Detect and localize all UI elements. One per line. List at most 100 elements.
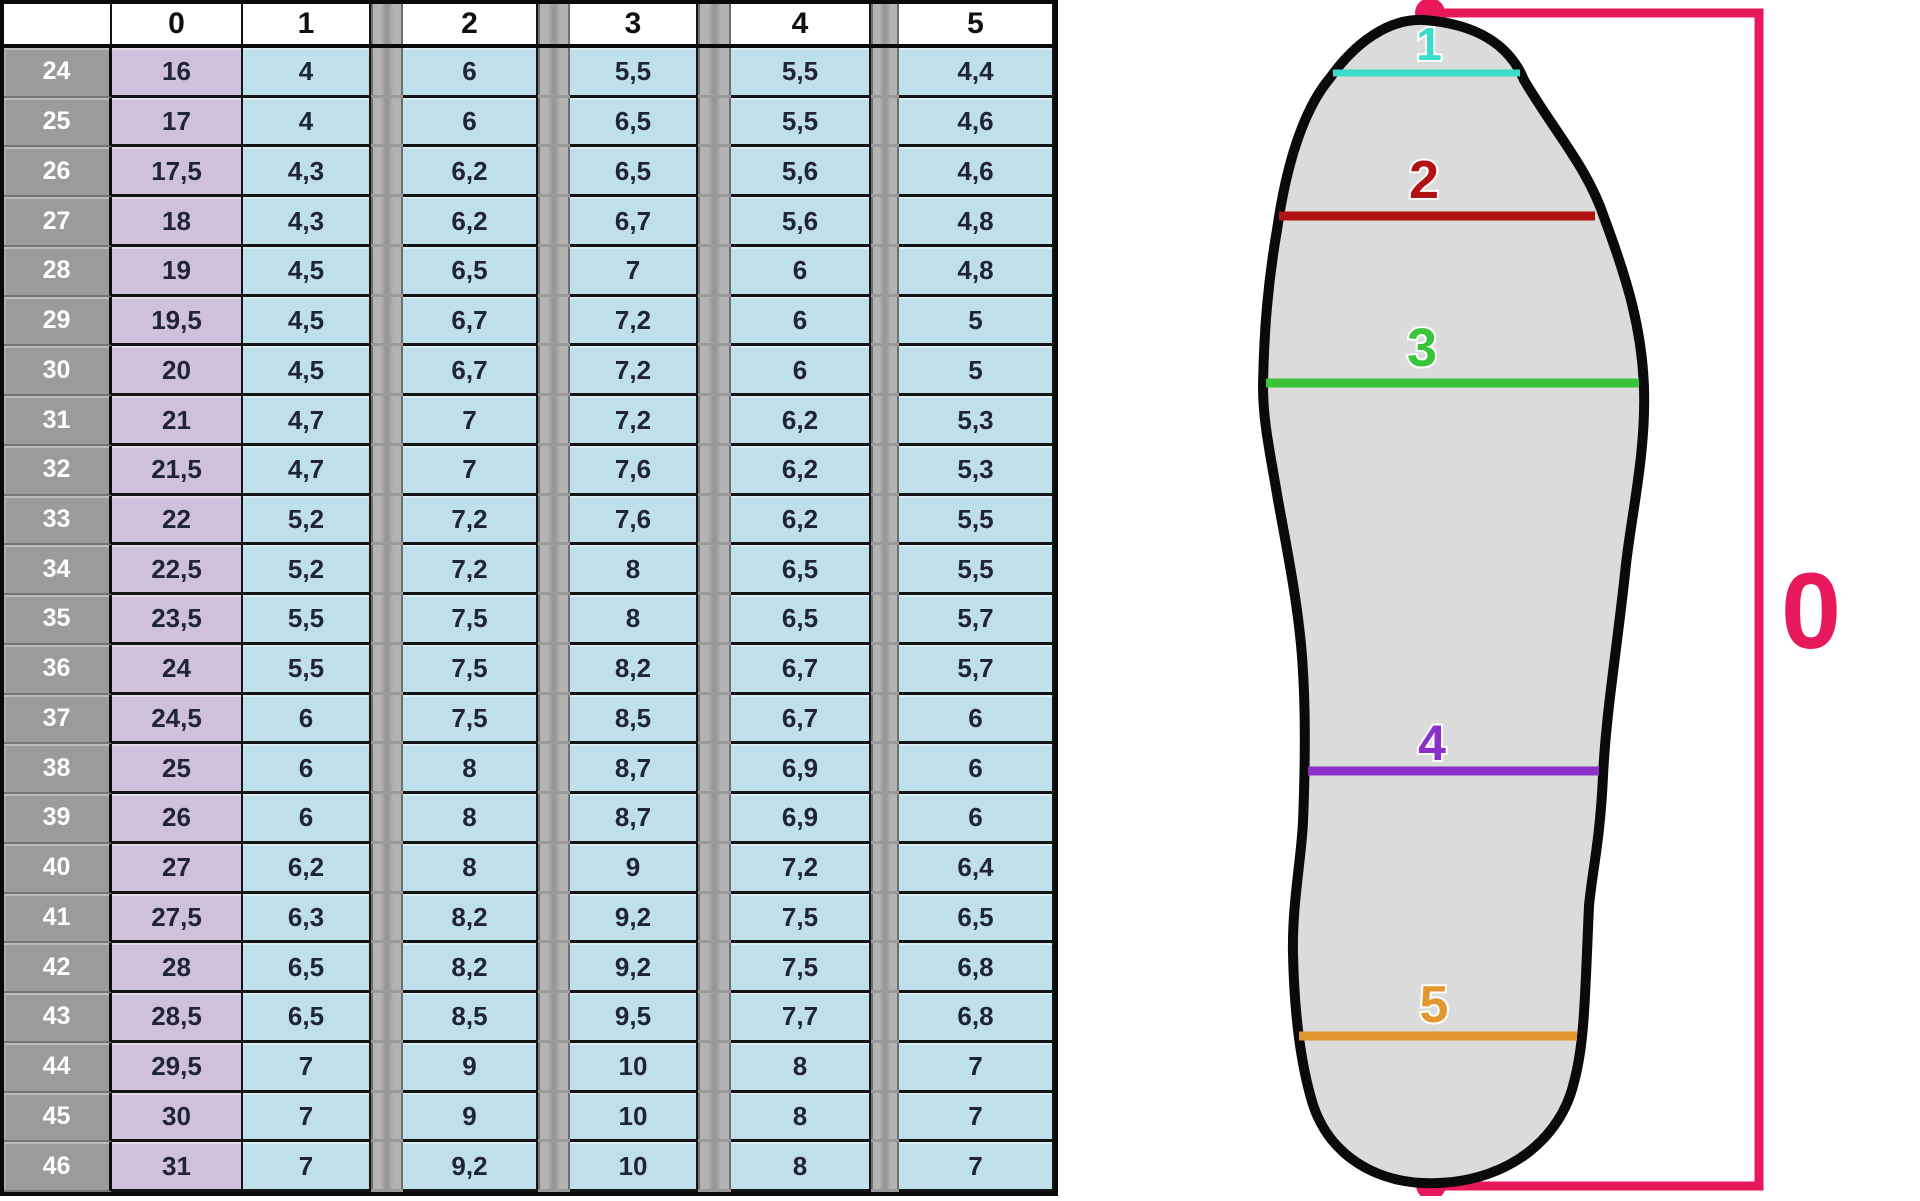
- row-label: 28: [4, 246, 112, 297]
- table-cell: 6,5: [243, 993, 371, 1043]
- table-cell: 4,7: [243, 445, 371, 496]
- row-label: 38: [4, 744, 112, 795]
- table-cell: 7,2: [403, 495, 538, 546]
- table-cell: 4,6: [899, 97, 1054, 148]
- separator-column: [871, 97, 899, 148]
- table-cell: 6,8: [899, 943, 1054, 994]
- table-cell: 6,5: [403, 246, 538, 297]
- separator-column: [538, 296, 570, 347]
- table-cell: 6: [243, 694, 371, 745]
- row-label: 33: [4, 495, 112, 546]
- table-cell: 7: [899, 1142, 1054, 1192]
- table-cell: 27,5: [112, 893, 243, 944]
- table-cell: 5,3: [899, 396, 1054, 446]
- table-cell: 7,5: [731, 943, 871, 994]
- table-cell: 19,5: [112, 296, 243, 347]
- row-label: 26: [4, 147, 112, 198]
- table-cell: 8: [731, 1042, 871, 1093]
- separator-column: [698, 744, 731, 795]
- separator-column: [871, 4, 899, 48]
- table-cell: 6,9: [731, 744, 871, 795]
- table-cell: 6: [731, 296, 871, 347]
- table-cell: 7,2: [570, 346, 698, 397]
- table-cell: 9: [403, 1042, 538, 1093]
- table-cell: 7,5: [403, 694, 538, 745]
- separator-column: [371, 744, 403, 795]
- measure-label-4: 4: [1418, 715, 1446, 771]
- table-cell: 8: [403, 794, 538, 844]
- table-cell: 8,5: [570, 694, 698, 745]
- separator-column: [371, 97, 403, 148]
- separator-column: [871, 595, 899, 645]
- table-cell: 10: [570, 1042, 698, 1093]
- table-cell: 10: [570, 1092, 698, 1143]
- separator-column: [538, 147, 570, 198]
- separator-column: [538, 445, 570, 496]
- separator-column: [698, 644, 731, 695]
- measure-label-5: 5: [1420, 976, 1449, 1034]
- table-cell: 6,7: [403, 296, 538, 347]
- table-cell: 5,5: [899, 545, 1054, 596]
- separator-column: [871, 346, 899, 397]
- separator-column: [698, 97, 731, 148]
- table-cell: 4: [243, 48, 371, 98]
- row-label: 27: [4, 197, 112, 247]
- table-cell: 8: [731, 1092, 871, 1143]
- separator-column: [371, 694, 403, 745]
- row-label: 46: [4, 1142, 112, 1192]
- table-cell: 21: [112, 396, 243, 446]
- table-cell: 6,7: [731, 644, 871, 695]
- separator-column: [871, 396, 899, 446]
- column-header: 5: [899, 4, 1054, 48]
- table-cell: 9: [403, 1092, 538, 1143]
- separator-column: [698, 495, 731, 546]
- table-cell: 7,2: [570, 296, 698, 347]
- separator-column: [698, 197, 731, 247]
- table-cell: 6,7: [731, 694, 871, 745]
- table-cell: 8,7: [570, 794, 698, 844]
- separator-column: [698, 893, 731, 944]
- table-cell: 6: [403, 97, 538, 148]
- table-cell: 7,5: [731, 893, 871, 944]
- table-cell: 7: [243, 1092, 371, 1143]
- table-cell: 4,4: [899, 48, 1054, 98]
- separator-column: [538, 694, 570, 745]
- row-label: 24: [4, 48, 112, 98]
- table-cell: 4,5: [243, 296, 371, 347]
- foot-diagram-panel: 1 2 3 4 5 0: [1058, 0, 1920, 1200]
- row-label: 42: [4, 943, 112, 994]
- separator-column: [538, 893, 570, 944]
- table-cell: 5: [899, 296, 1054, 347]
- table-cell: 6,2: [243, 843, 371, 894]
- corner-cell: [4, 4, 112, 48]
- table-cell: 4,8: [899, 197, 1054, 247]
- separator-column: [538, 943, 570, 994]
- table-cell: 24,5: [112, 694, 243, 745]
- table-cell: 25: [112, 744, 243, 795]
- row-label: 32: [4, 445, 112, 496]
- table-cell: 22: [112, 495, 243, 546]
- separator-column: [371, 893, 403, 944]
- table-cell: 8: [570, 545, 698, 596]
- separator-column: [871, 296, 899, 347]
- separator-column: [698, 1142, 731, 1192]
- measure-label-2: 2: [1409, 150, 1439, 210]
- row-label: 36: [4, 644, 112, 695]
- table-cell: 16: [112, 48, 243, 98]
- separator-column: [698, 396, 731, 446]
- separator-column: [371, 794, 403, 844]
- separator-column: [538, 1042, 570, 1093]
- table-cell: 31: [112, 1142, 243, 1192]
- separator-column: [538, 48, 570, 98]
- row-label: 45: [4, 1092, 112, 1143]
- row-label: 40: [4, 843, 112, 894]
- table-cell: 6,5: [731, 595, 871, 645]
- separator-column: [371, 346, 403, 397]
- separator-column: [871, 1142, 899, 1192]
- separator-column: [698, 1092, 731, 1143]
- table-cell: 4,7: [243, 396, 371, 446]
- table-cell: 4: [243, 97, 371, 148]
- table-cell: 9,2: [570, 943, 698, 994]
- separator-column: [371, 843, 403, 894]
